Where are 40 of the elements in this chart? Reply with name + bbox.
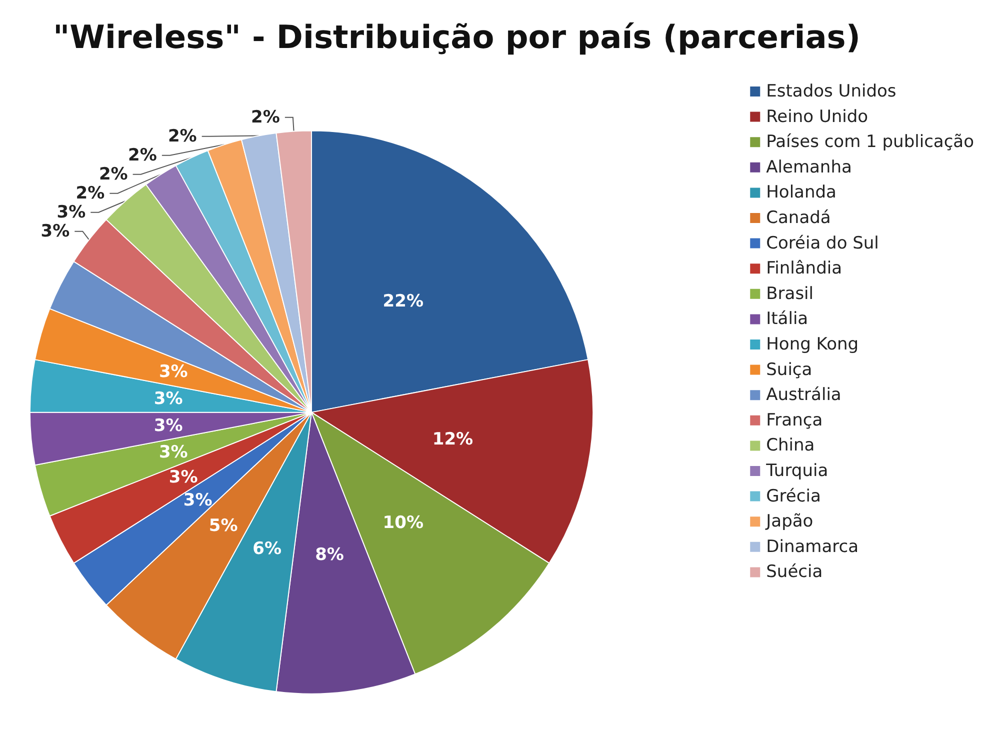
data-label: 3%	[154, 416, 183, 436]
data-label: 10%	[382, 513, 424, 534]
legend-label: Canadá	[766, 208, 831, 228]
legend-label: Dinamarca	[766, 536, 859, 557]
legend-label: China	[766, 436, 815, 456]
data-label: 2%	[128, 145, 157, 166]
data-label: 22%	[382, 292, 424, 312]
legend-label: Finlândia	[766, 258, 842, 279]
legend-label: Japão	[765, 512, 814, 532]
data-label: 2%	[168, 126, 197, 146]
data-label: 3%	[158, 362, 188, 382]
legend-label: Alemanha	[766, 157, 852, 178]
legend-label: Turquia	[765, 461, 828, 481]
legend-label: Estados Unidos	[766, 82, 896, 102]
legend-label: França	[766, 410, 823, 430]
data-label: 2%	[251, 107, 280, 128]
data-label: 2%	[76, 183, 105, 204]
legend-label: Países com 1 publicação	[766, 132, 974, 152]
legend-label: Itália	[766, 309, 808, 330]
chart-title: "Wireless" - Distribuição por país (parcerias)	[53, 18, 860, 56]
data-label: 3%	[154, 388, 183, 409]
legend-label: Coréia do Sul	[766, 233, 879, 254]
legend-label: Suécia	[766, 562, 823, 582]
data-label: 3%	[158, 442, 188, 462]
data-label: 3%	[56, 202, 86, 222]
legend-label: Holanda	[766, 182, 836, 203]
data-label: 3%	[168, 468, 198, 488]
legend-label: Hong Kong	[766, 334, 859, 354]
data-label: 8%	[315, 544, 344, 565]
data-label: 2%	[98, 164, 128, 184]
legend-label: Brasil	[766, 284, 814, 304]
data-label: 3%	[183, 490, 212, 510]
data-label: 12%	[432, 429, 474, 450]
legend-label: Austrália	[766, 385, 842, 406]
data-label: 6%	[252, 539, 282, 560]
data-label: 5%	[208, 516, 238, 536]
legend-label: Suiça	[766, 360, 812, 380]
data-label: 3%	[40, 221, 70, 242]
legend-label: Reino Unido	[766, 106, 868, 127]
legend-label: Grécia	[766, 486, 821, 506]
